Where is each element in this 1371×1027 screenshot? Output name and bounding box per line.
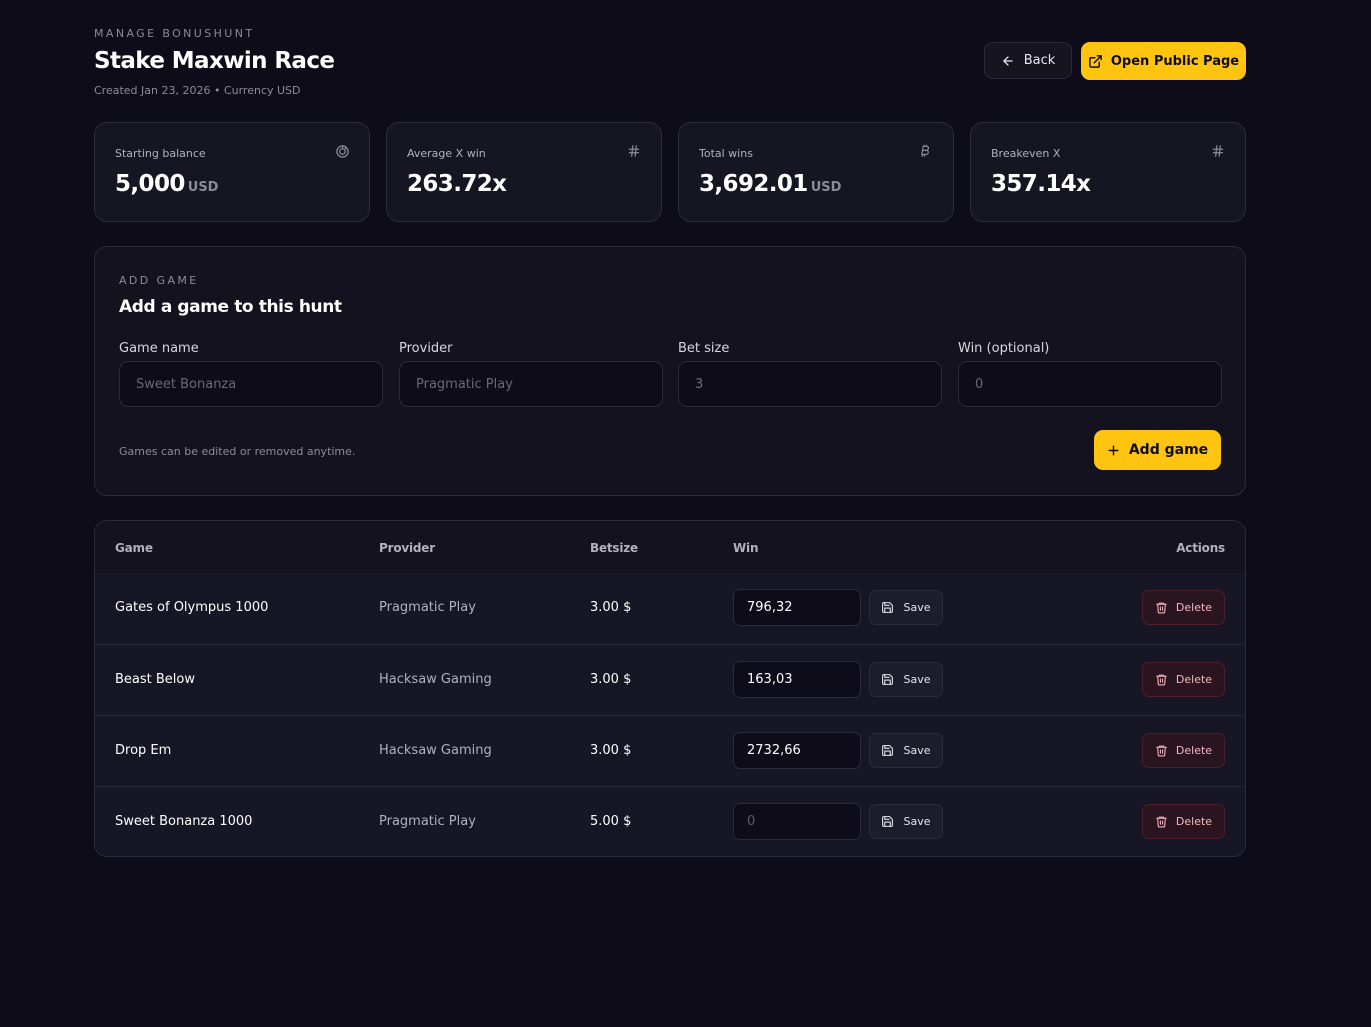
column-header-provider: Provider xyxy=(379,541,435,555)
plus-icon xyxy=(1107,444,1120,457)
provider-cell: Hacksaw Gaming xyxy=(379,743,492,758)
page-meta: Created Jan 23, 2026 • Currency USD xyxy=(94,84,301,97)
game-name-label: Game name xyxy=(119,341,199,356)
add-game-hint: Games can be edited or removed anytime. xyxy=(119,445,356,458)
delete-button-label: Delete xyxy=(1175,601,1213,614)
add-game-eyebrow: ADD GAME xyxy=(119,274,199,287)
arrow-left-icon xyxy=(1001,54,1015,68)
game-cell: Beast Below xyxy=(115,672,195,687)
bet-size-input[interactable] xyxy=(678,361,942,407)
back-button-label: Back xyxy=(1023,53,1056,68)
bet-size-field: Bet size xyxy=(678,341,942,407)
delete-button[interactable]: Delete xyxy=(1142,804,1225,839)
save-button-label: Save xyxy=(903,744,931,757)
delete-button[interactable]: Delete xyxy=(1142,590,1225,625)
win-label: Win (optional) xyxy=(958,341,1050,356)
table-row: Drop Em Hacksaw Gaming 3.00 $ Save Delet… xyxy=(95,715,1245,786)
save-button[interactable]: Save xyxy=(869,804,943,839)
stat-card-starting-balance: Starting balance 5,000 USD xyxy=(94,122,370,222)
save-icon xyxy=(881,673,894,686)
external-link-icon xyxy=(1088,54,1103,69)
trash-icon xyxy=(1155,744,1168,757)
stat-label: Breakeven X xyxy=(991,147,1061,160)
open-public-page-label: Open Public Page xyxy=(1110,53,1240,69)
betsize-cell: 3.00 $ xyxy=(590,672,632,687)
save-icon xyxy=(881,744,894,757)
add-game-title: Add a game to this hunt xyxy=(119,297,342,317)
delete-button-label: Delete xyxy=(1175,744,1213,757)
provider-label: Provider xyxy=(399,341,453,356)
save-button-label: Save xyxy=(903,673,931,686)
game-cell: Sweet Bonanza 1000 xyxy=(115,814,253,829)
stat-value: 357.14x xyxy=(991,171,1091,197)
bitcoin-icon xyxy=(918,143,934,159)
save-button[interactable]: Save xyxy=(869,733,943,768)
game-cell: Gates of Olympus 1000 xyxy=(115,600,269,615)
win-field: Win (optional) xyxy=(958,341,1222,407)
betsize-cell: 3.00 $ xyxy=(590,600,632,615)
delete-button-label: Delete xyxy=(1175,673,1213,686)
stat-label: Average X win xyxy=(407,147,486,160)
stat-card-total-wins: Total wins 3,692.01 USD xyxy=(678,122,954,222)
stat-label: Starting balance xyxy=(115,147,206,160)
stat-unit: USD xyxy=(810,180,842,195)
stat-unit: USD xyxy=(187,180,219,195)
betsize-cell: 5.00 $ xyxy=(590,814,632,829)
win-input[interactable] xyxy=(958,361,1222,407)
stats-row: Starting balance 5,000 USD Average X win … xyxy=(94,122,1246,222)
provider-cell: Pragmatic Play xyxy=(379,814,476,829)
trash-icon xyxy=(1155,601,1168,614)
trash-icon xyxy=(1155,673,1168,686)
provider-input[interactable] xyxy=(399,361,663,407)
hash-icon xyxy=(626,143,642,159)
stat-value: 263.72x xyxy=(407,171,507,197)
save-button-label: Save xyxy=(903,601,931,614)
hash-icon xyxy=(1210,143,1226,159)
add-game-panel: ADD GAME Add a game to this hunt Game na… xyxy=(94,246,1246,496)
trash-icon xyxy=(1155,815,1168,828)
save-button-label: Save xyxy=(903,815,931,828)
save-icon xyxy=(881,601,894,614)
provider-field: Provider xyxy=(399,341,663,407)
page-eyebrow: MANAGE BONUSHUNT xyxy=(94,27,255,40)
row-win-input[interactable] xyxy=(733,661,861,698)
provider-cell: Hacksaw Gaming xyxy=(379,672,492,687)
provider-cell: Pragmatic Play xyxy=(379,600,476,615)
game-cell: Drop Em xyxy=(115,743,172,758)
coins-icon xyxy=(334,143,350,159)
table-row: Sweet Bonanza 1000 Pragmatic Play 5.00 $… xyxy=(95,786,1245,856)
stat-value: 3,692.01 USD xyxy=(699,171,842,197)
column-header-win: Win xyxy=(733,541,759,555)
save-button[interactable]: Save xyxy=(869,590,943,625)
back-button[interactable]: Back xyxy=(984,42,1072,79)
table-row: Beast Below Hacksaw Gaming 3.00 $ Save D… xyxy=(95,644,1245,715)
save-icon xyxy=(881,815,894,828)
table-header: Game Provider Betsize Win Actions xyxy=(95,521,1245,573)
stat-card-average-x-win: Average X win 263.72x xyxy=(386,122,662,222)
stat-label: Total wins xyxy=(699,147,753,160)
add-game-button[interactable]: Add game xyxy=(1094,430,1221,470)
stat-card-breakeven-x: Breakeven X 357.14x xyxy=(970,122,1246,222)
page-title: Stake Maxwin Race xyxy=(94,48,335,74)
games-table: Game Provider Betsize Win Actions Gates … xyxy=(94,520,1246,857)
stat-value: 5,000 USD xyxy=(115,171,219,197)
row-win-input[interactable] xyxy=(733,589,861,626)
save-button[interactable]: Save xyxy=(869,662,943,697)
row-win-input[interactable] xyxy=(733,732,861,769)
row-win-input[interactable] xyxy=(733,803,861,840)
game-name-field: Game name xyxy=(119,341,383,407)
column-header-betsize: Betsize xyxy=(590,541,639,555)
add-game-button-label: Add game xyxy=(1128,442,1209,458)
game-name-input[interactable] xyxy=(119,361,383,407)
column-header-game: Game xyxy=(115,541,153,555)
delete-button-label: Delete xyxy=(1175,815,1213,828)
delete-button[interactable]: Delete xyxy=(1142,662,1225,697)
betsize-cell: 3.00 $ xyxy=(590,743,632,758)
delete-button[interactable]: Delete xyxy=(1142,733,1225,768)
table-row: Gates of Olympus 1000 Pragmatic Play 3.0… xyxy=(95,573,1245,644)
open-public-page-button[interactable]: Open Public Page xyxy=(1081,42,1246,80)
bet-size-label: Bet size xyxy=(678,341,730,356)
column-header-actions: Actions xyxy=(1176,541,1225,555)
